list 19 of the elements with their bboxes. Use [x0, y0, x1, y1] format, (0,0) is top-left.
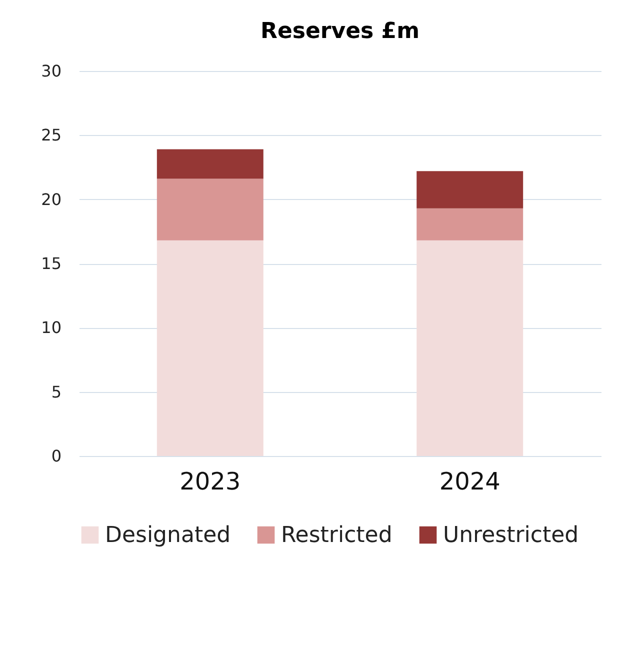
y-tick-label: 20 — [41, 190, 62, 209]
y-tick-label: 30 — [41, 62, 62, 80]
legend-label: Unrestricted — [443, 523, 579, 548]
bar — [156, 240, 264, 456]
x-tick-label: 2023 — [180, 468, 241, 496]
y-tick-label: 15 — [41, 254, 62, 273]
y-tick-label: 25 — [41, 126, 62, 145]
chart-title: Reserves £m — [260, 19, 420, 44]
bar — [416, 171, 524, 208]
bar — [416, 240, 524, 456]
legend-label: Designated — [105, 523, 231, 548]
y-tick-label: 10 — [41, 318, 62, 338]
bar — [416, 208, 524, 240]
y-tick-label: 0 — [51, 446, 62, 466]
bar — [156, 149, 264, 179]
legend-label: Restricted — [281, 523, 392, 548]
y-tick-label: 5 — [51, 382, 62, 402]
x-tick-label: 2024 — [439, 468, 500, 496]
bar — [156, 178, 264, 240]
